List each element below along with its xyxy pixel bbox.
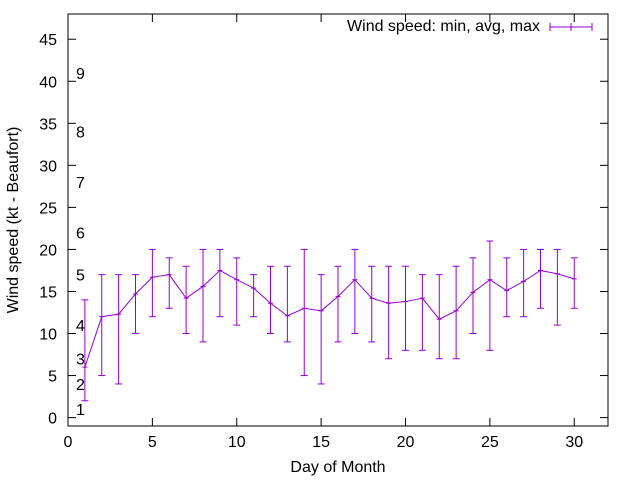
- y-tick-label-0: 0: [48, 411, 57, 428]
- beaufort-label-2: 2: [76, 377, 85, 394]
- legend-label: Wind speed: min, avg, max: [347, 18, 540, 35]
- beaufort-label-4: 4: [76, 318, 85, 335]
- beaufort-label-7: 7: [76, 175, 85, 192]
- x-tick-label-20: 20: [397, 434, 415, 451]
- y-tick-label-40: 40: [39, 74, 57, 91]
- beaufort-label-1: 1: [76, 402, 85, 419]
- legend: Wind speed: min, avg, max: [347, 18, 593, 35]
- y-tick-label-45: 45: [39, 32, 57, 49]
- x-tick-label-10: 10: [228, 434, 246, 451]
- beaufort-label-5: 5: [76, 268, 85, 285]
- x-tick-label-25: 25: [481, 434, 499, 451]
- y-tick-label-15: 15: [39, 284, 57, 301]
- x-tick-label-5: 5: [148, 434, 157, 451]
- y-tick-label-20: 20: [39, 242, 57, 259]
- x-tick-label-15: 15: [312, 434, 330, 451]
- y-tick-label-25: 25: [39, 200, 57, 217]
- x-axis-title: Day of Month: [290, 459, 385, 476]
- y-tick-label-10: 10: [39, 327, 57, 344]
- y-tick-label-30: 30: [39, 158, 57, 175]
- beaufort-label-8: 8: [76, 125, 85, 142]
- y-tick-label-5: 5: [48, 369, 57, 386]
- x-tick-label-30: 30: [565, 434, 583, 451]
- y-axis-title: Wind speed (kt - Beaufort): [5, 127, 22, 314]
- beaufort-label-9: 9: [76, 66, 85, 83]
- y-tick-label-35: 35: [39, 116, 57, 133]
- x-tick-label-0: 0: [64, 434, 73, 451]
- beaufort-label-3: 3: [76, 352, 85, 369]
- beaufort-label-6: 6: [76, 226, 85, 243]
- series-line-0: [84, 269, 575, 368]
- beaufort-labels: 1 2 3 4 5 6 7 8 9: [76, 66, 85, 419]
- plot-frame: [67, 13, 609, 427]
- series-layer: [81, 240, 578, 402]
